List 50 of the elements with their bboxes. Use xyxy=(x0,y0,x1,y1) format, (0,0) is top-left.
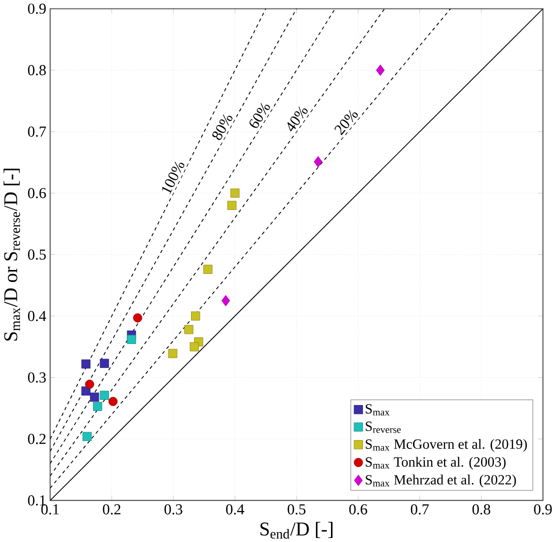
point xyxy=(190,342,199,352)
point xyxy=(85,380,94,389)
point xyxy=(108,396,118,406)
point xyxy=(314,156,322,168)
annotation: 40% xyxy=(287,106,308,132)
point xyxy=(100,390,109,400)
x-tick-label: 0.7 xyxy=(410,504,429,514)
y-tick-label: 0.2 xyxy=(28,434,46,444)
point xyxy=(126,334,136,344)
x-tick-label: 0.4 xyxy=(226,504,244,514)
point xyxy=(221,294,230,306)
y-tick-label: 0.8 xyxy=(28,64,46,76)
y-tick-label: 0.9 xyxy=(28,4,46,14)
point xyxy=(227,200,236,210)
y-axis-title: S$_{max}$/D or S$_{reverse}$/D [-] xyxy=(4,168,20,340)
point xyxy=(203,264,212,274)
legend-label: S$_{reverse}$ xyxy=(366,421,401,433)
annotation: 60% xyxy=(250,102,270,128)
x-tick-label: 0.2 xyxy=(102,504,120,514)
legend-label: S$_{max}$ McGovern et al. (2019) xyxy=(366,438,527,452)
legend-label: S$_{max}$ xyxy=(366,404,390,416)
point xyxy=(90,392,100,402)
y-tick-label: 0.6 xyxy=(28,188,46,198)
y-tick-label: 0.7 xyxy=(28,126,46,137)
point xyxy=(168,348,178,358)
legend-label: S$_{max}$ Tonkin et al. (2003) xyxy=(366,456,506,470)
y-tick-label: 0.1 xyxy=(28,495,46,506)
annotation: 100% xyxy=(162,161,184,194)
legend-label: S$_{max}$ Mehrzad et al. (2022) xyxy=(366,474,516,488)
annotation: 80% xyxy=(212,114,232,140)
point xyxy=(81,359,90,368)
x-axis-title: S$_{end}$/D [-] xyxy=(260,522,332,538)
point xyxy=(376,64,385,76)
x-tick-label: 0.9 xyxy=(534,504,552,514)
point xyxy=(191,311,200,320)
point xyxy=(82,432,92,441)
y-tick-label: 0.5 xyxy=(28,249,46,260)
x-tick-label: 0.1 xyxy=(41,504,59,514)
y-tick-label: 0.3 xyxy=(28,372,46,383)
y-tick-label: 0.4 xyxy=(28,310,46,322)
x-tick-label: 0.5 xyxy=(288,504,306,514)
point xyxy=(100,358,109,368)
x-tick-label: 0.3 xyxy=(164,504,182,514)
x-tick-label: 0.6 xyxy=(349,504,368,514)
annotation: 20% xyxy=(334,110,358,136)
point xyxy=(230,188,240,198)
x-tick-label: 0.8 xyxy=(472,504,490,514)
point xyxy=(133,313,142,322)
point xyxy=(93,402,102,411)
point xyxy=(184,324,194,334)
